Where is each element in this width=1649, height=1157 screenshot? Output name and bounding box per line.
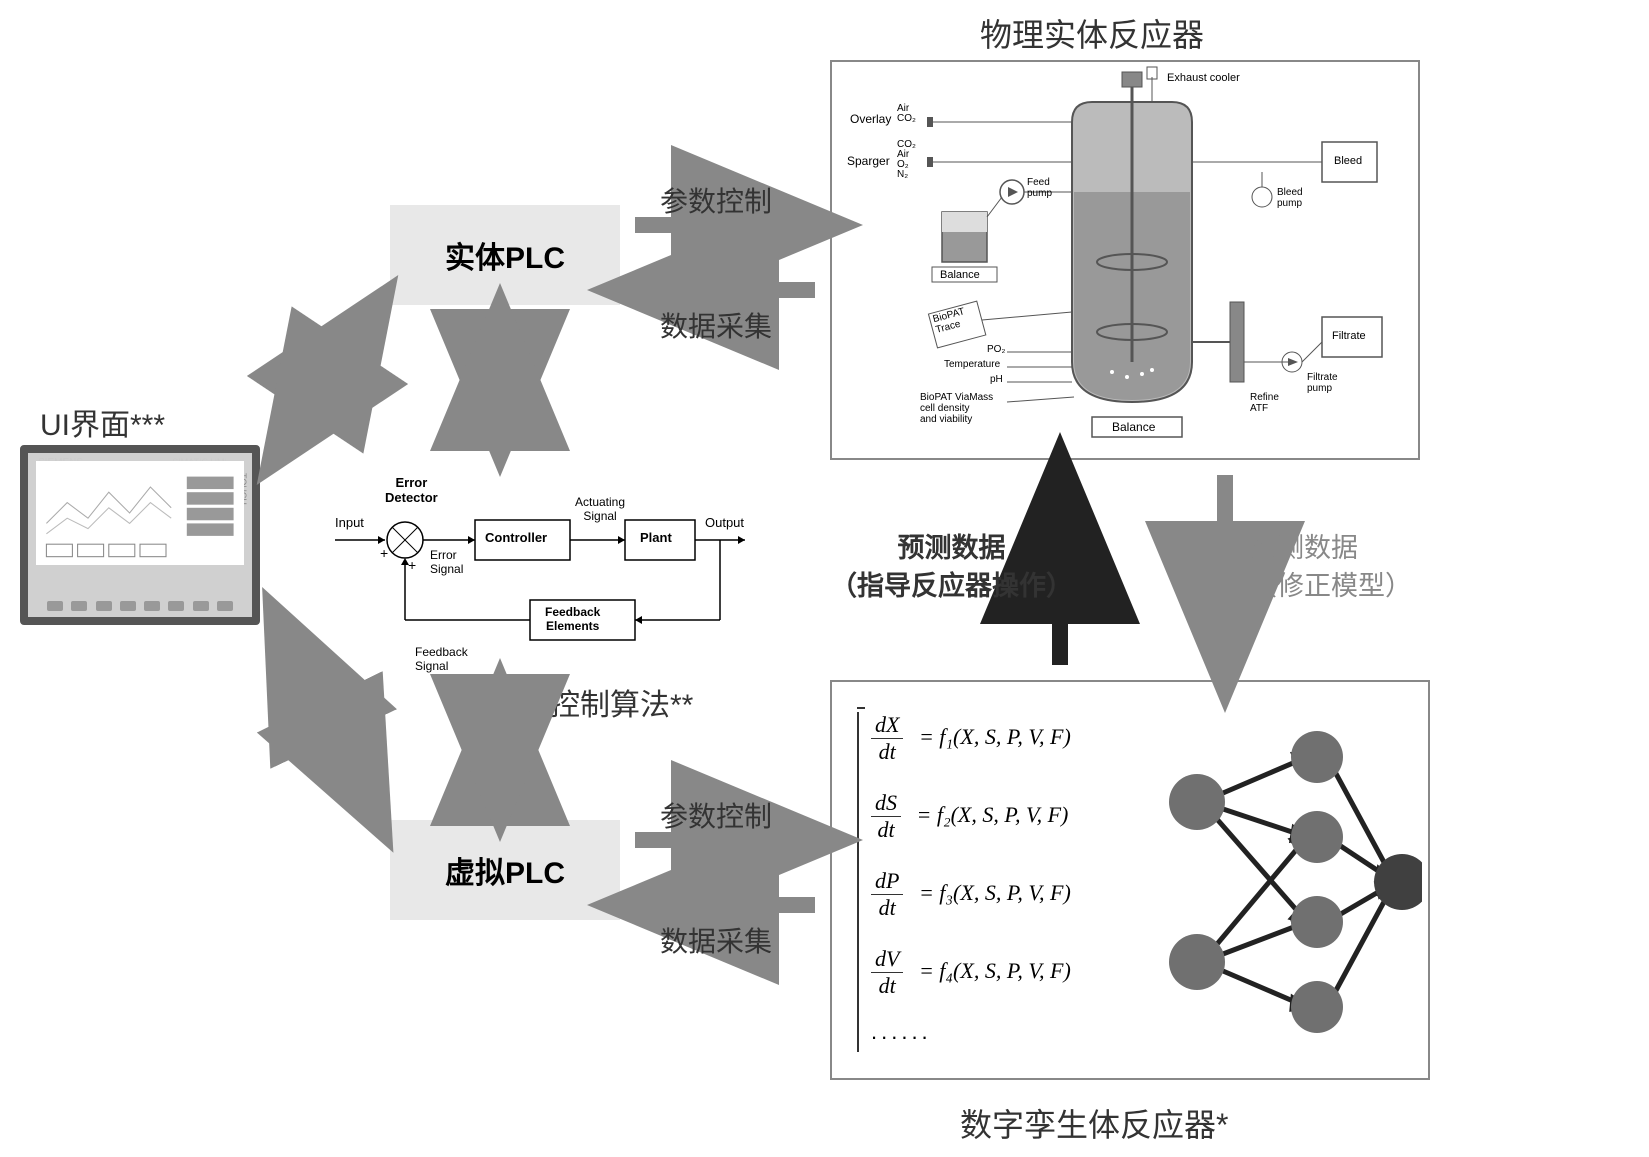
- r-balance2: Balance: [1112, 420, 1155, 434]
- hmi-hwbtn: [193, 601, 209, 611]
- virtual-plc-box: 虚拟PLC: [390, 820, 620, 920]
- control-algo-label: 控制算法**: [550, 680, 693, 724]
- cd-error-detector: Error Detector: [385, 475, 438, 505]
- hmi-hwbtn: [47, 601, 63, 611]
- cd-actuating: Actuating Signal: [575, 495, 625, 523]
- hmi-hwbtn: [96, 601, 112, 611]
- digital-twin-panel: dX dt = f₁(X, S, P, V, F) dS dt = f₂(X, …: [830, 680, 1430, 1080]
- r-overlay: Overlay: [850, 112, 891, 126]
- r-filtrate-pump: Filtrate pump: [1307, 372, 1338, 394]
- hmi-screen-area: [36, 461, 244, 565]
- r-refine-atf: Refine ATF: [1250, 392, 1279, 414]
- neural-network-icon: [1162, 722, 1422, 1042]
- hmi-panel: SIEMENS SIMATIC HMI TOUCH: [20, 445, 260, 625]
- svg-text:+: +: [408, 557, 416, 573]
- svg-text:+: +: [380, 545, 388, 561]
- physical-reactor-panel: Overlay Air CO₂ Sparger CO₂ Air O₂ N₂ Fe…: [830, 60, 1420, 460]
- r-bleed: Bleed: [1334, 155, 1362, 167]
- ui-label: UI界面***: [40, 400, 165, 444]
- cd-controller: Controller: [485, 530, 547, 545]
- r-balance: Balance: [940, 269, 980, 281]
- arrow-label-data1: 数据采集: [660, 305, 772, 345]
- r-exhaust: Exhaust cooler: [1167, 72, 1240, 84]
- cd-output: Output: [705, 515, 744, 530]
- r-sparger-gases: CO₂ Air O₂ N₂: [897, 140, 916, 180]
- cd-feedback-signal: Feedback Signal: [415, 645, 468, 673]
- r-ph: pH: [990, 374, 1003, 385]
- arrow-label-data2: 数据采集: [660, 920, 772, 960]
- arrow-label-predict: 预测数据 （指导反应器操作）: [830, 530, 1073, 606]
- cd-error-signal: Error Signal: [430, 548, 463, 576]
- r-po2: PO₂: [987, 344, 1005, 355]
- r-filtrate: Filtrate: [1332, 330, 1366, 342]
- r-viamass: BioPAT ViaMass cell density and viabilit…: [920, 392, 993, 425]
- equations-block: dX dt = f₁(X, S, P, V, F) dS dt = f₂(X, …: [857, 712, 1071, 1052]
- hmi-hwbtn: [217, 601, 233, 611]
- r-sparger: Sparger: [847, 154, 890, 168]
- physical-reactor-title: 物理实体反应器: [980, 10, 1204, 56]
- cd-plant: Plant: [640, 530, 672, 545]
- cd-input: Input: [335, 515, 364, 530]
- arrow-label-measured: 实测数据 （修正模型）: [1250, 530, 1412, 606]
- arrow-label-param2: 参数控制: [660, 795, 772, 835]
- hmi-hwbtn: [168, 601, 184, 611]
- physical-plc-box: 实体PLC: [390, 205, 620, 305]
- r-bleed-pump: Bleed pump: [1277, 187, 1303, 209]
- digital-twin-title: 数字孪生体反应器*: [960, 1100, 1228, 1146]
- r-overlay-gases: Air CO₂: [897, 104, 916, 124]
- arrow-label-param1: 参数控制: [660, 180, 772, 220]
- cd-feedback-elements: Feedback Elements: [545, 605, 600, 633]
- hmi-hwbtn: [71, 601, 87, 611]
- r-temp: Temperature: [944, 359, 1000, 370]
- control-diagram: + + Error Detector Input Controller Plan…: [330, 450, 750, 680]
- r-feed-pump: Feed pump: [1027, 177, 1052, 199]
- hmi-hwbtn: [144, 601, 160, 611]
- hmi-hwbtn: [120, 601, 136, 611]
